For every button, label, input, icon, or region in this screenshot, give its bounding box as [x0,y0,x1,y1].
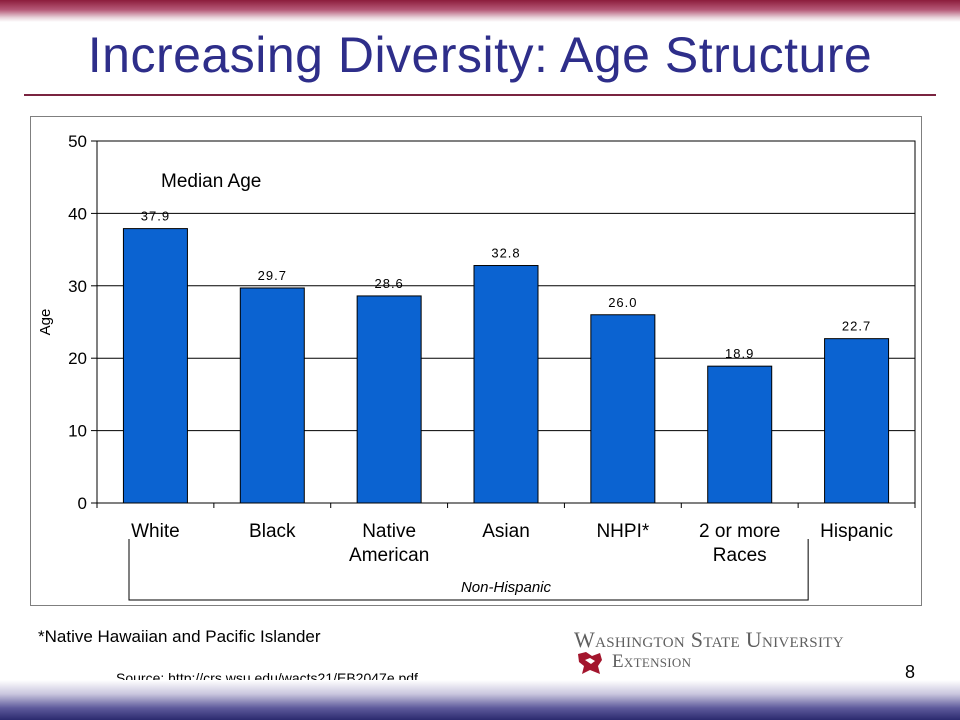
median-age-bar-chart: 0 10 20 30 40 50 Age 37.9 White 29.7 Black 28.6 Nati… [37,132,916,601]
y-tick-label: 10 [68,422,87,441]
cougar-head-icon [578,652,602,674]
chart-annotation: Median Age [161,171,261,192]
bar-value-label: 28.6 [374,276,403,291]
page-number: 8 [905,662,916,682]
bar-value-label: 18.9 [725,346,754,361]
bar [824,338,890,504]
top-decorative-band [0,0,960,22]
logo-extension-name: Extension [612,651,692,672]
x-category-label: American [349,545,429,566]
bar [473,265,539,504]
bottom-decorative-band [0,680,960,720]
bar [239,287,305,504]
bar [590,314,656,504]
bar [356,295,422,504]
bar [122,228,188,504]
x-category-label: Black [249,521,296,542]
bar-value-label: 32.8 [491,246,520,261]
y-axis-label: Age [37,309,54,336]
bar-value-label: 22.7 [842,319,871,334]
bar-value-label: 37.9 [141,209,170,224]
x-category-label: 2 or more [699,521,780,542]
x-category-label: White [131,521,180,542]
y-tick-label: 30 [68,277,87,296]
x-category-label: Races [713,545,767,566]
bar-value-label: 26.0 [608,295,637,310]
y-tick-label: 20 [68,349,87,368]
bar [707,365,773,504]
x-category-label: NHPI* [596,521,649,542]
logo-university-name: Washington State University [574,627,844,652]
y-tick-label: 40 [68,204,87,223]
wsu-extension-logo: Washington State University Extension [568,620,872,682]
footnote: *Native Hawaiian and Pacific Islander [38,627,321,646]
x-category-label: Asian [482,521,530,542]
chart-frame: 0 10 20 30 40 50 Age 37.9 White 29.7 Black 28.6 Nati… [30,116,922,606]
y-tick-label: 50 [68,132,87,151]
slide-title: Increasing Diversity: Age Structure [87,27,873,83]
x-category-label: Native [362,521,416,542]
title-divider [24,94,936,96]
y-tick-label: 0 [78,494,87,513]
x-category-label: Hispanic [820,521,893,542]
bar-value-label: 29.7 [258,268,287,283]
non-hispanic-bracket [128,539,809,601]
bracket-label: Non-Hispanic [461,579,552,596]
